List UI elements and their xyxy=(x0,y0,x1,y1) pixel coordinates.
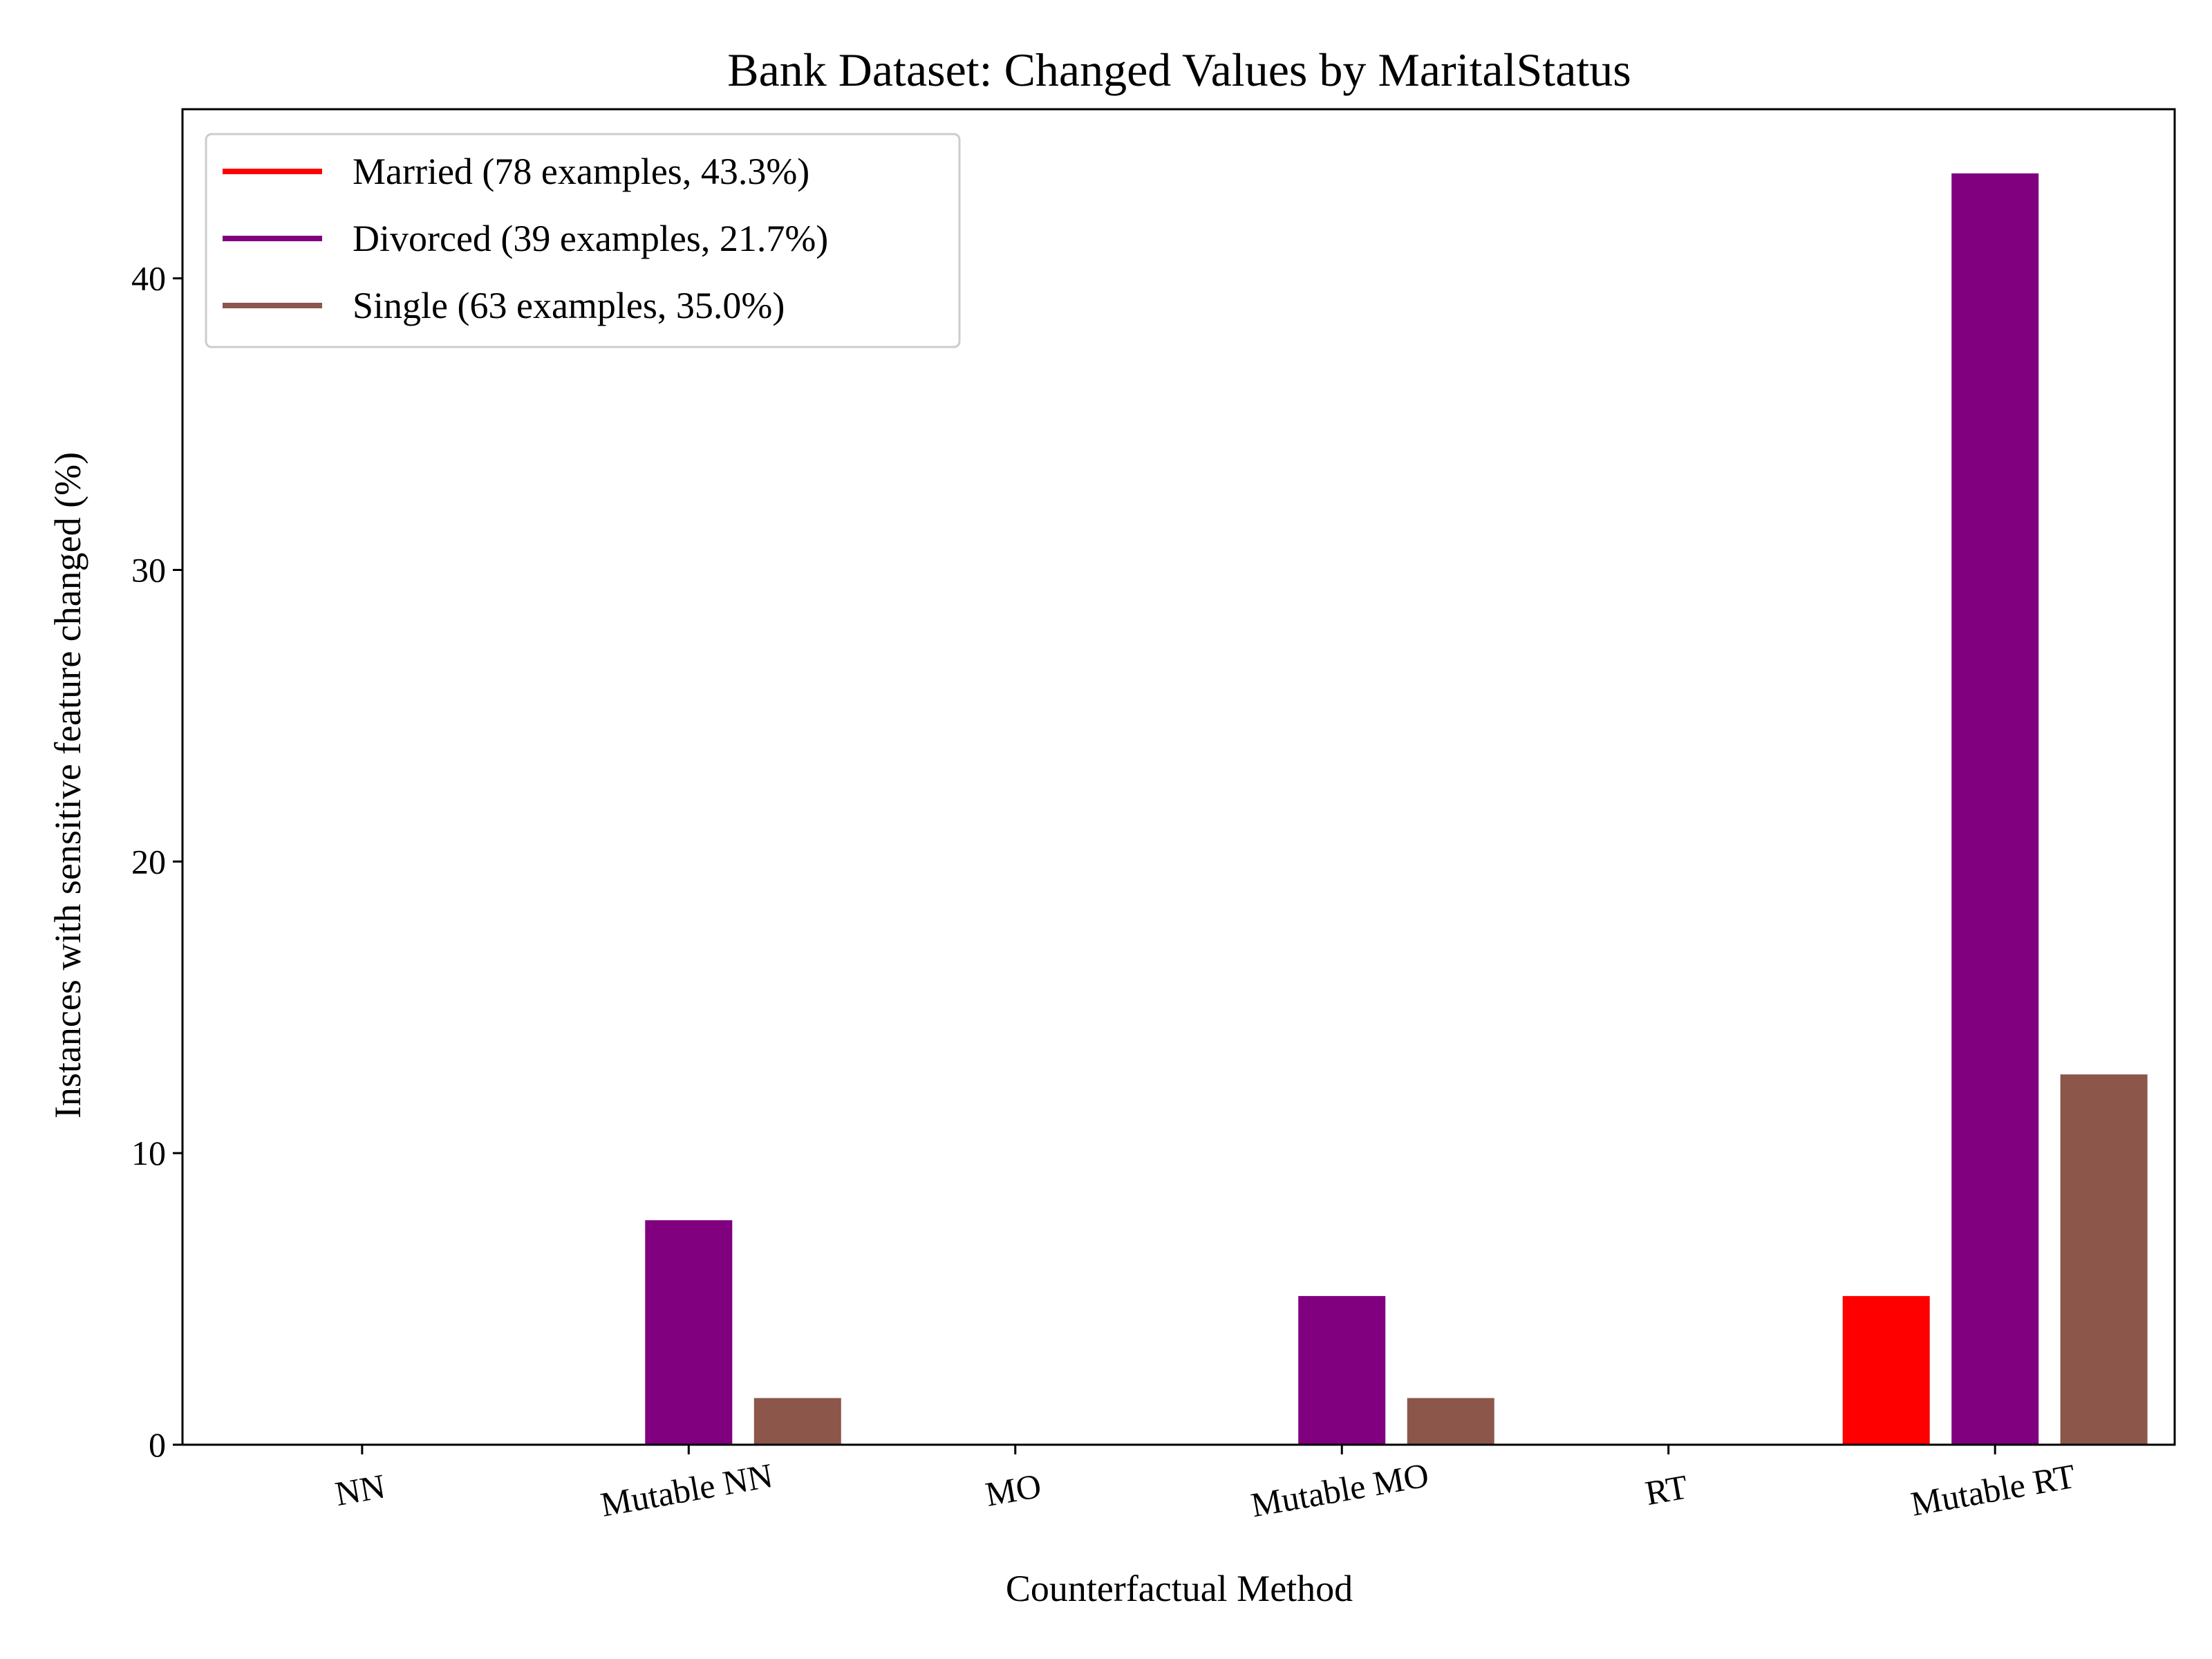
bar-2-4 xyxy=(1298,1295,1386,1445)
x-tick-label-4: Mutable MO xyxy=(1248,1455,1432,1524)
chart-title: Bank Dataset: Changed Values by MaritalS… xyxy=(727,44,1631,96)
legend-label-1: Married (78 examples, 43.3%) xyxy=(353,151,809,192)
bar-2-2 xyxy=(645,1220,733,1445)
axes-layer: 0 10 20 30 40 NN Mutable NN MO Mutable MO RT Mutab… xyxy=(131,108,2176,1524)
x-tick-label-3: MO xyxy=(982,1466,1044,1514)
bar-1-6 xyxy=(1842,1295,1930,1445)
y-tick-label-3: 20 xyxy=(131,842,166,881)
y-axis-label: Instances with sensitive feature changed… xyxy=(47,452,88,1118)
y-tick-label-2: 10 xyxy=(131,1134,166,1172)
x-axis-label: Counterfactual Method xyxy=(1006,1568,1353,1609)
legend-box xyxy=(205,133,961,348)
legend-label-3: Single (63 examples, 35.0%) xyxy=(353,285,785,326)
bars-layer xyxy=(645,173,2148,1445)
y-tick-label-1: 0 xyxy=(149,1425,166,1464)
legend: Married (78 examples, 43.3%) Divorced (39… xyxy=(205,133,961,348)
plot-frame xyxy=(181,108,2176,1446)
y-tick-label-5: 40 xyxy=(131,259,166,298)
legend-label-2: Divorced (39 examples, 21.7%) xyxy=(353,218,828,259)
bar-3-6 xyxy=(2060,1074,2148,1445)
x-tick-label-5: RT xyxy=(1642,1467,1691,1512)
bar-2-6 xyxy=(1951,173,2039,1445)
x-tick-label-2: Mutable NN xyxy=(598,1456,776,1524)
bar-3-2 xyxy=(753,1398,841,1445)
bar-3-4 xyxy=(1407,1398,1494,1445)
y-tick-label-4: 30 xyxy=(131,550,166,589)
x-tick-label-6: Mutable RT xyxy=(1908,1456,2078,1524)
x-tick-label-1: NN xyxy=(332,1466,388,1513)
